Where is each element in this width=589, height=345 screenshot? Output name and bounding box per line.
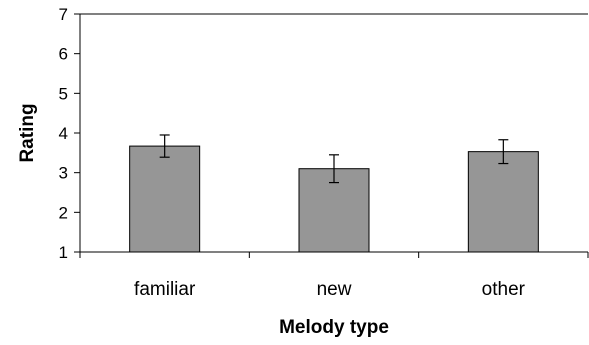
error-bars-group xyxy=(159,134,509,184)
x-tick-label-other: other xyxy=(482,279,526,300)
y-tick-label: 7 xyxy=(59,5,68,24)
bar-other xyxy=(467,151,539,253)
y-tick-label: 4 xyxy=(59,124,68,143)
bar-familiar xyxy=(129,145,201,253)
y-tick-label: 1 xyxy=(59,243,68,262)
x-tick-label-familiar: familiar xyxy=(134,279,196,300)
y-axis-ticks: 1 2 3 4 5 6 7 xyxy=(59,5,80,262)
x-tick-label-new: new xyxy=(317,279,352,300)
y-tick-label: 3 xyxy=(59,164,68,183)
y-tick-label: 5 xyxy=(59,84,68,103)
x-axis-ticks: familiar new other xyxy=(79,252,589,300)
x-axis-title: Melody type xyxy=(279,317,389,338)
y-axis-title: Rating xyxy=(17,103,38,162)
y-tick-label: 2 xyxy=(59,203,68,222)
y-tick-label: 6 xyxy=(59,45,68,64)
